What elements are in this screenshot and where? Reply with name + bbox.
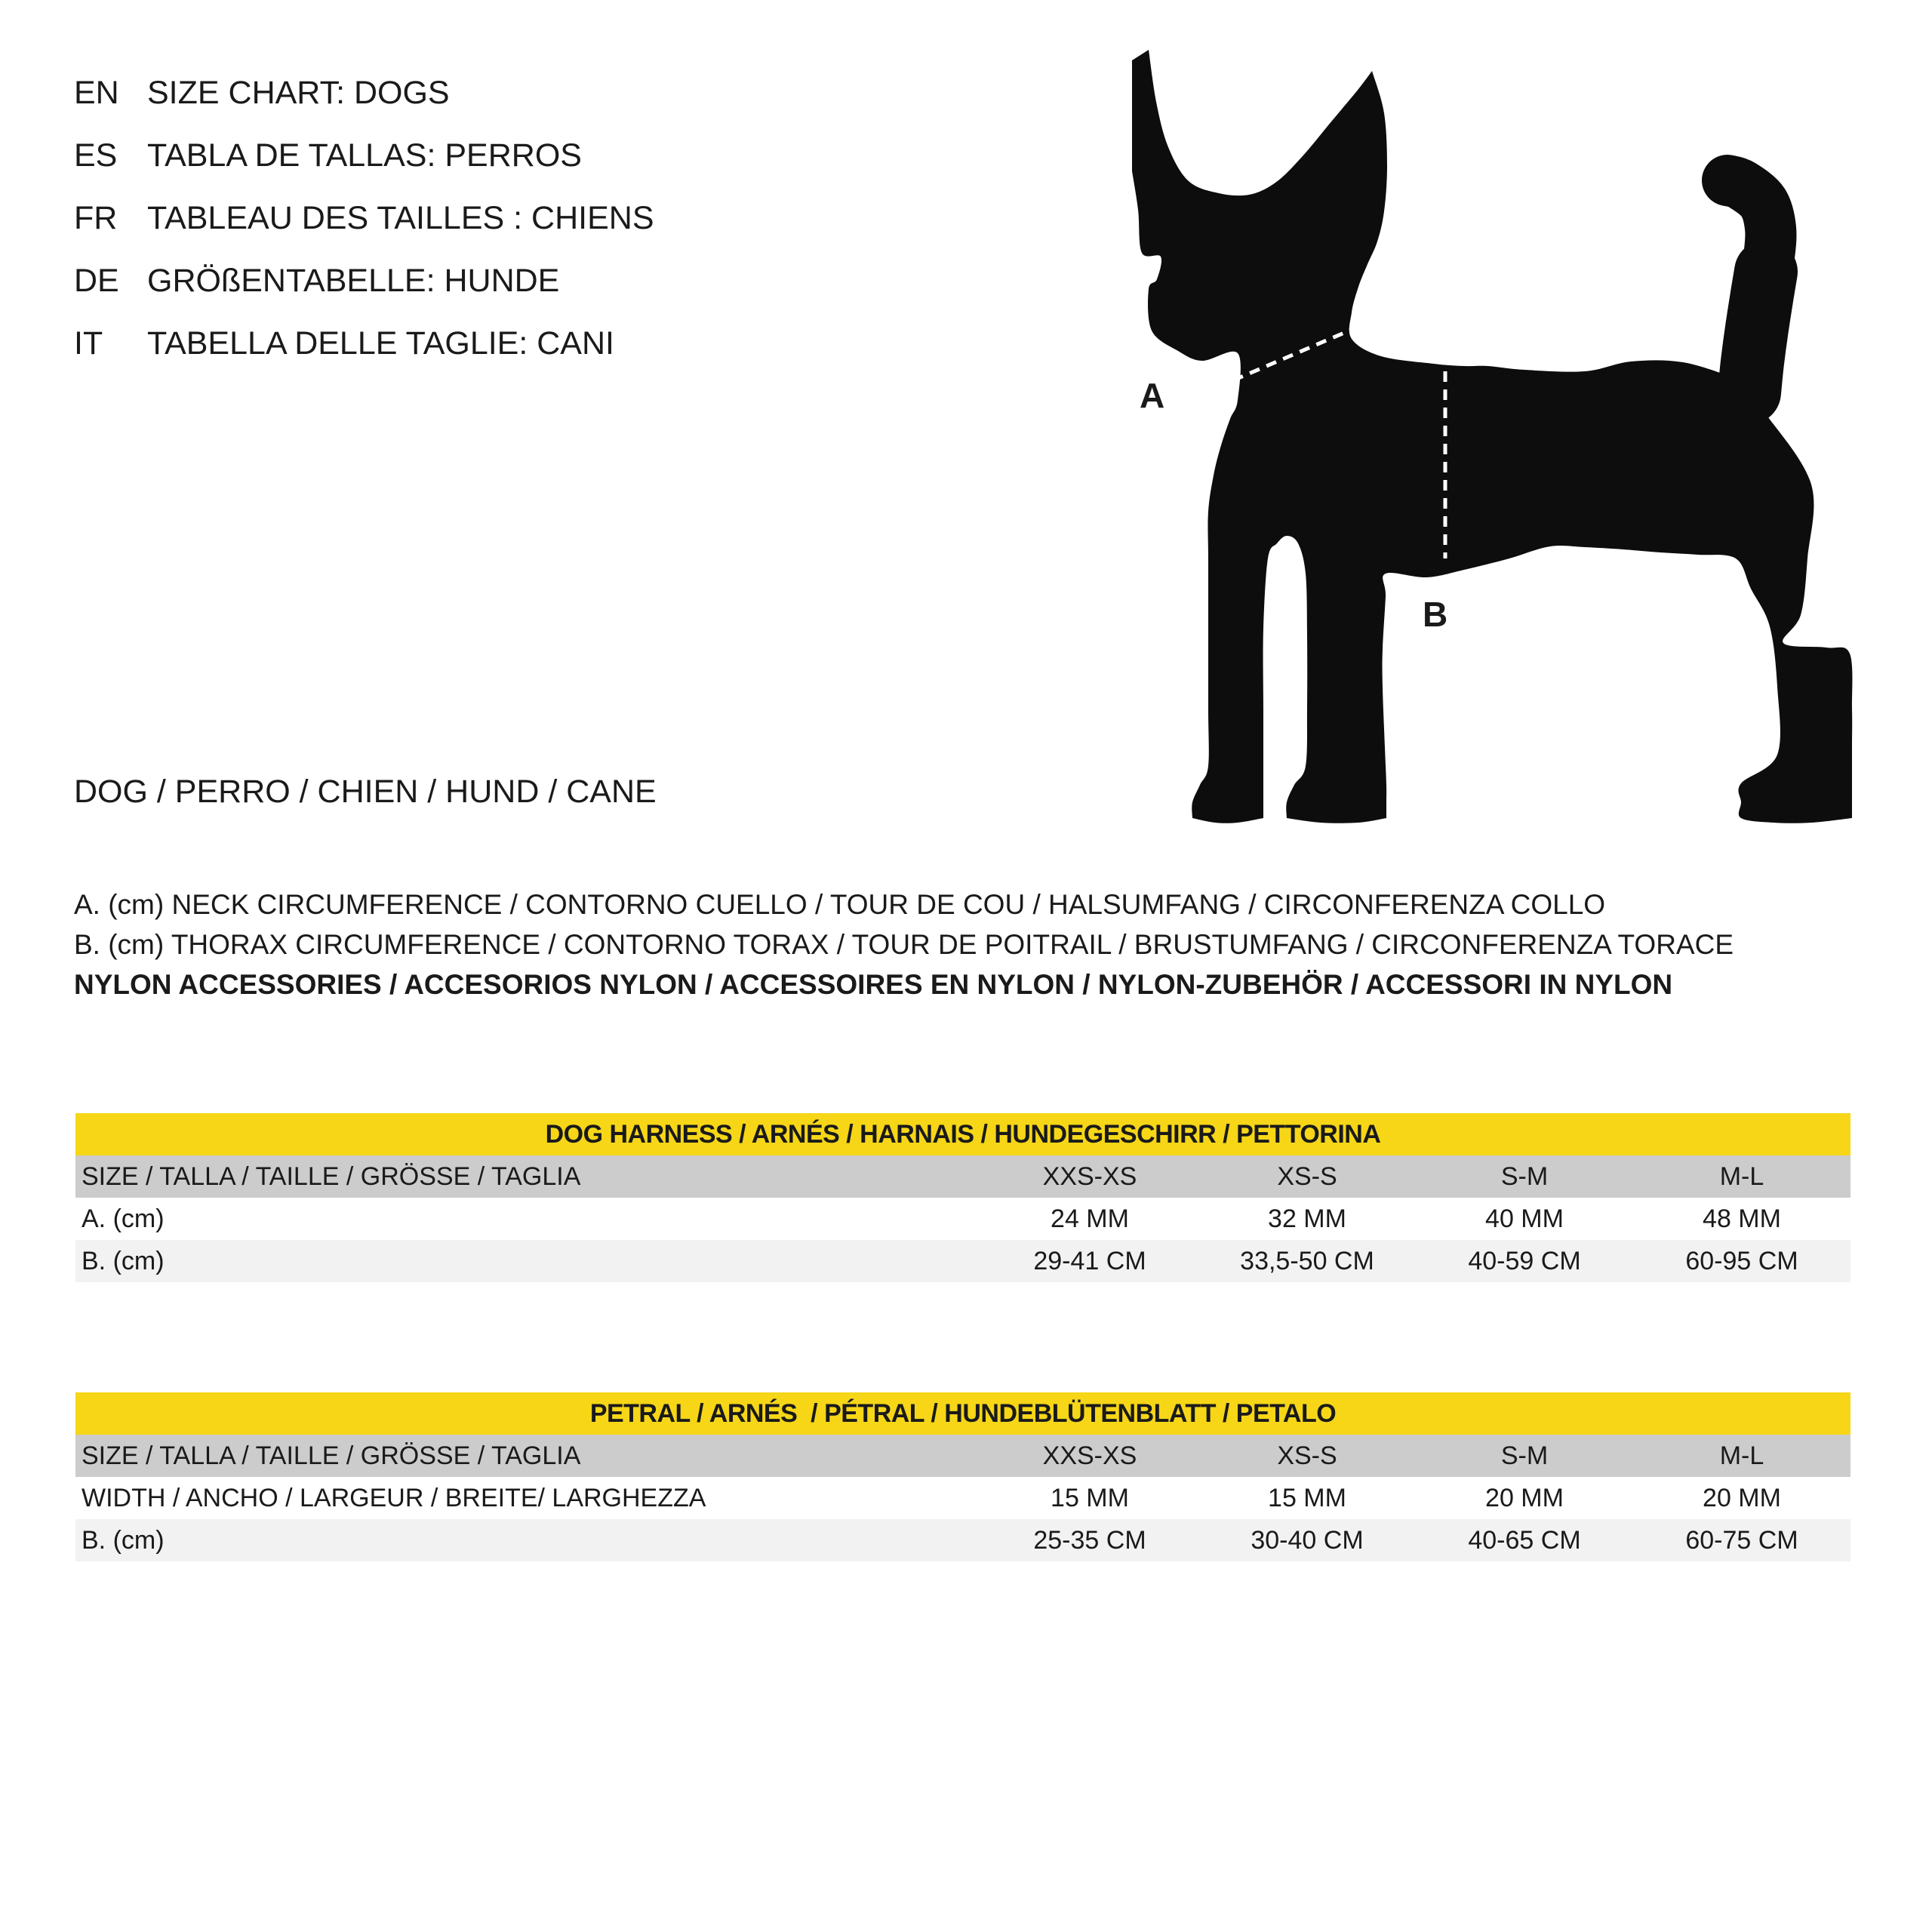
svg-text:B: B [1423,595,1447,634]
svg-text:A: A [1140,376,1164,415]
